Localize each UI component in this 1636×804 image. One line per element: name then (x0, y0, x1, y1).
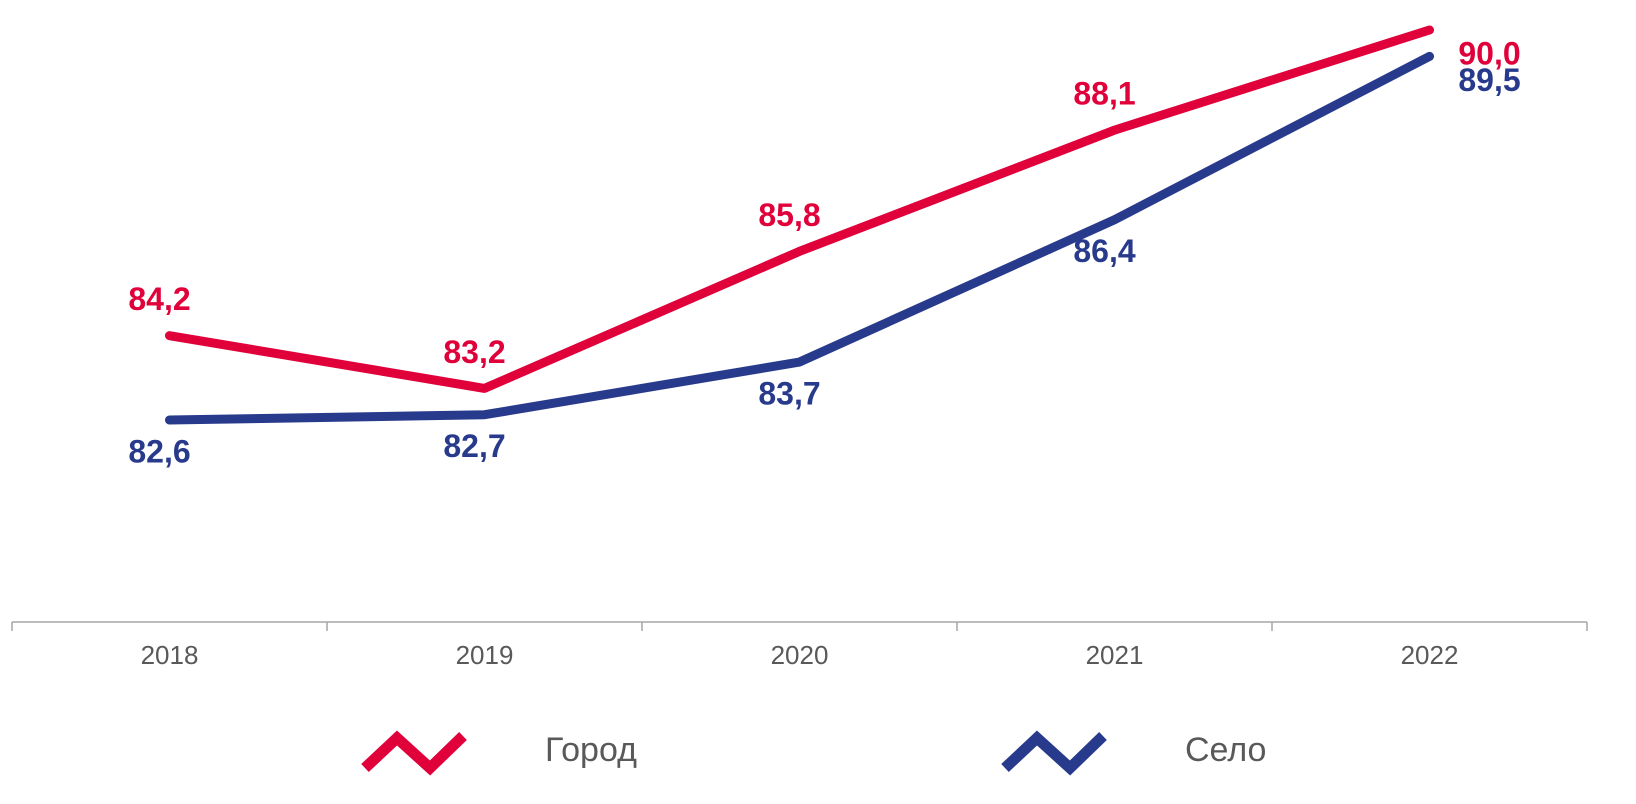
data-label: 82,7 (443, 428, 505, 464)
data-label: 84,2 (128, 281, 190, 317)
x-tick-label: 2022 (1401, 640, 1459, 670)
data-label: 82,6 (128, 433, 190, 469)
data-label: 85,8 (758, 197, 820, 233)
x-tick-label: 2020 (771, 640, 829, 670)
data-label: 86,4 (1073, 233, 1135, 269)
series-line (165, 51, 1434, 425)
x-tick-label: 2018 (141, 640, 199, 670)
x-tick-label: 2021 (1086, 640, 1144, 670)
series-line (165, 25, 1434, 393)
data-label: 90,0 (1458, 35, 1520, 71)
legend-label: Город (545, 731, 637, 769)
data-label: 83,2 (443, 334, 505, 370)
data-label: 88,1 (1073, 76, 1135, 112)
legend-swatch (1001, 730, 1107, 776)
legend-swatch (361, 730, 467, 776)
legend-label: Село (1185, 731, 1266, 769)
data-label: 83,7 (758, 375, 820, 411)
data-label: 89,5 (1458, 62, 1520, 98)
x-tick-label: 2019 (456, 640, 514, 670)
